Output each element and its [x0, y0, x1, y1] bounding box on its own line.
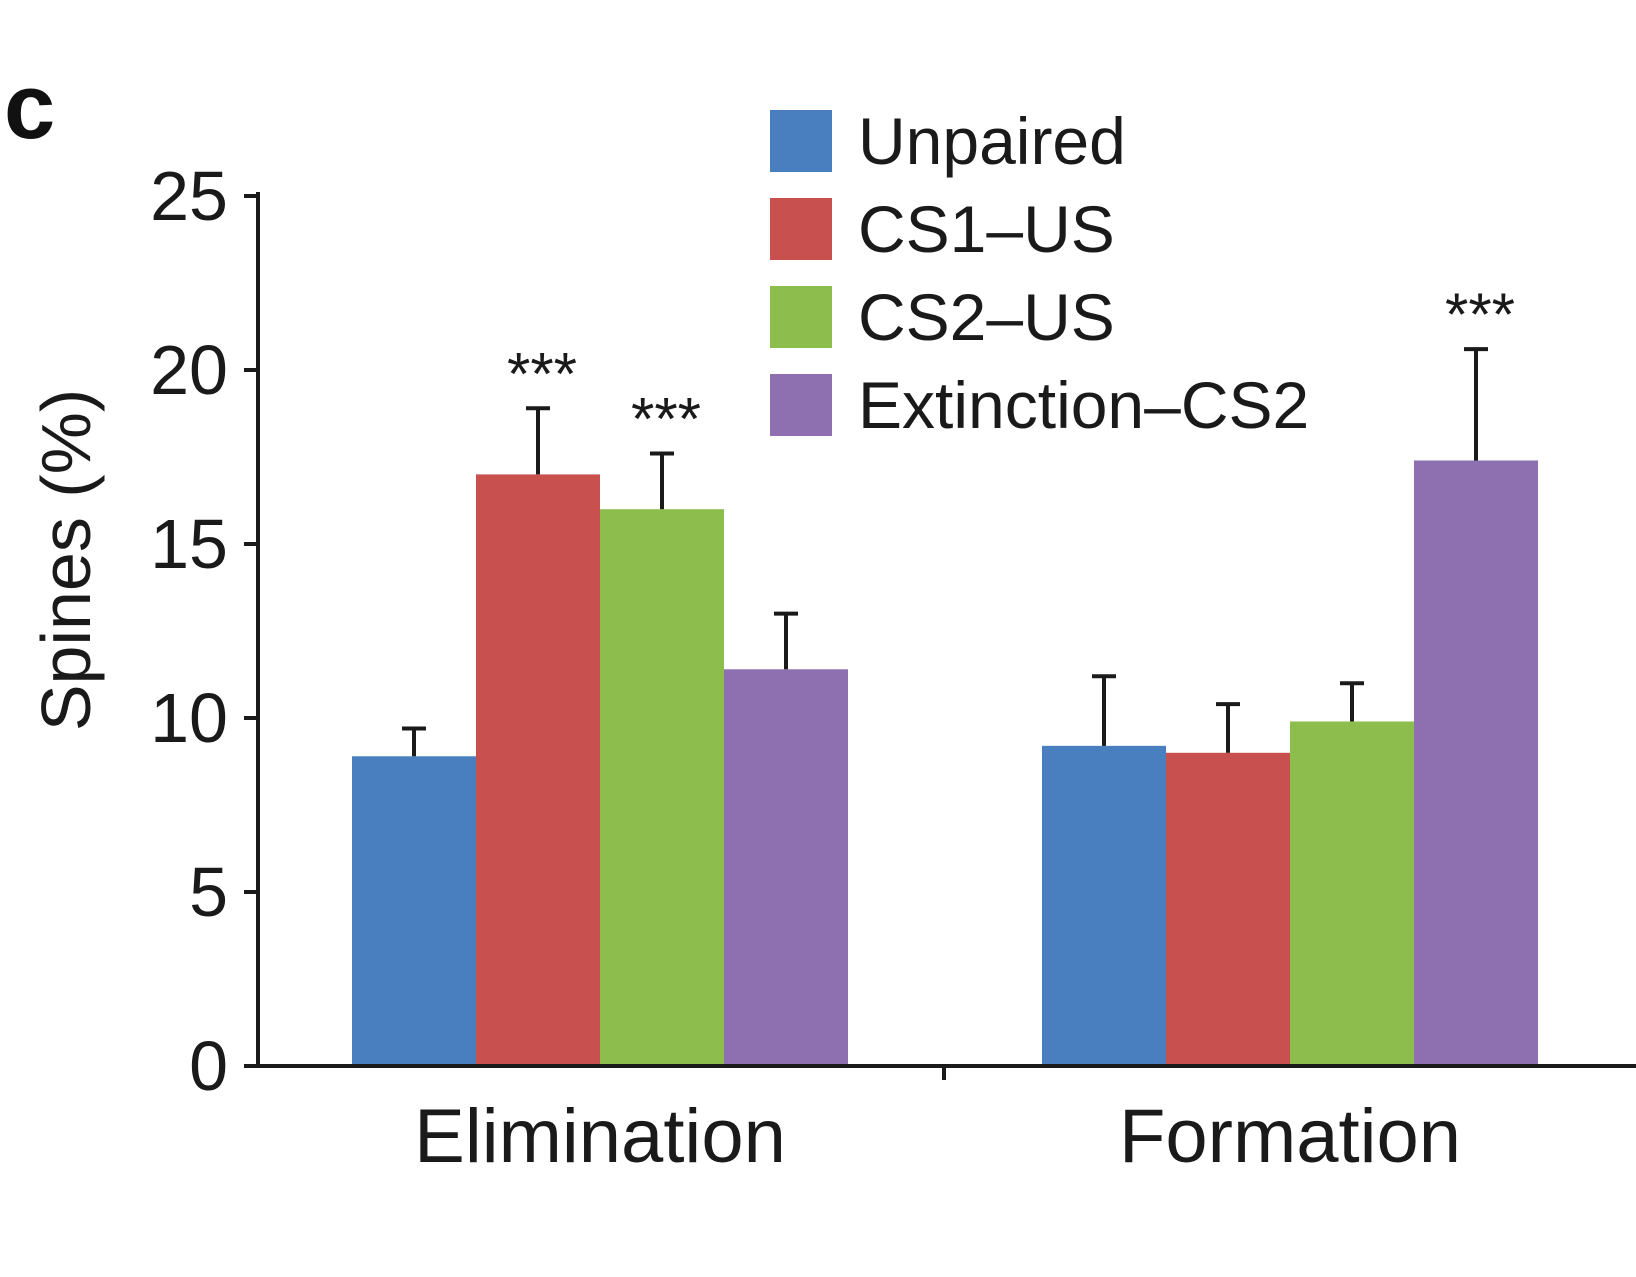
- bar-formation-0: [1042, 745, 1166, 1066]
- y-tick-label: 5: [189, 853, 228, 931]
- panel-letter: c: [4, 56, 55, 158]
- significance-marker: ***: [507, 340, 577, 407]
- y-tick-label: 25: [150, 157, 228, 235]
- legend-label: CS1–US: [858, 192, 1115, 266]
- y-axis-label: Spines (%): [27, 389, 105, 731]
- legend-swatch: [770, 198, 832, 260]
- x-axis-labels: Elimination Formation: [414, 1094, 1461, 1179]
- bar-series: [352, 460, 1538, 1067]
- bar-formation-1: [1166, 752, 1290, 1066]
- bar-elimination-0: [352, 756, 476, 1066]
- y-tick-label: 20: [150, 331, 228, 409]
- significance-markers: *** *** ***: [507, 281, 1515, 452]
- legend-swatch: [770, 374, 832, 436]
- significance-marker: ***: [631, 386, 701, 453]
- y-tick-label: 15: [150, 505, 228, 583]
- y-tick-label: 10: [150, 679, 228, 757]
- bar-elimination-3: [724, 669, 848, 1066]
- bar-formation-2: [1290, 721, 1414, 1066]
- x-category-label: Elimination: [414, 1094, 786, 1179]
- legend-swatch: [770, 286, 832, 348]
- legend-label: CS2–US: [858, 280, 1115, 354]
- bar-formation-3: [1414, 460, 1538, 1067]
- error-bars: [402, 347, 1488, 757]
- significance-marker: ***: [1445, 281, 1515, 348]
- y-tick-label: 0: [189, 1027, 228, 1105]
- legend: Unpaired CS1–US CS2–US Extinction–CS2: [770, 104, 1309, 442]
- legend-label: Unpaired: [858, 104, 1126, 178]
- x-category-label: Formation: [1119, 1094, 1461, 1179]
- bar-elimination-1: [476, 474, 600, 1066]
- legend-swatch: [770, 110, 832, 172]
- legend-label: Extinction–CS2: [858, 368, 1309, 442]
- y-axis-ticks: 0 5 10 15 20 25: [150, 157, 258, 1105]
- bar-elimination-2: [600, 509, 724, 1066]
